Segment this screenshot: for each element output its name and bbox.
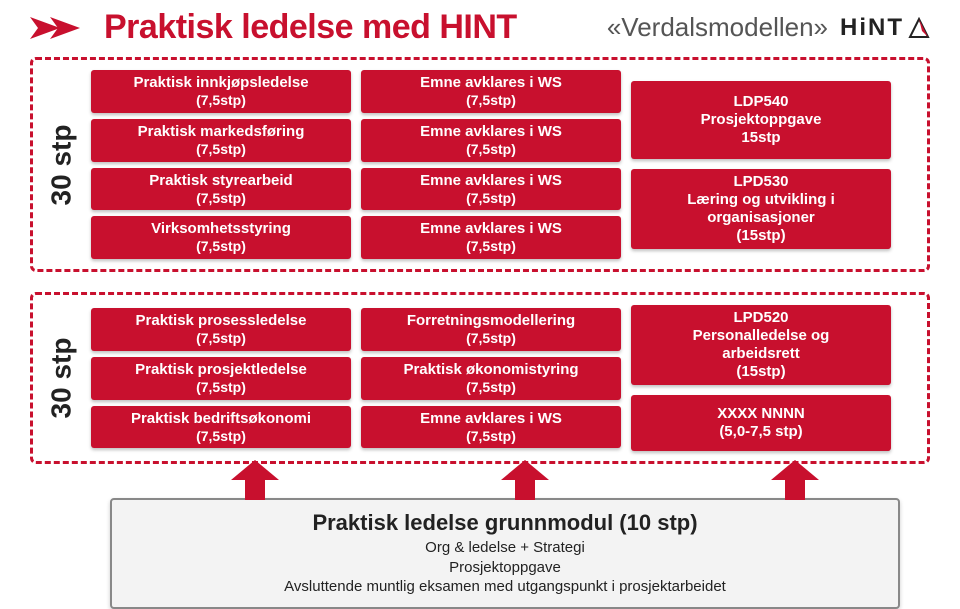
- course-box: XXXX NNNN (5,0-7,5 stp): [631, 395, 891, 451]
- course-box: LDP540 Prosjektoppgave 15stp: [631, 81, 891, 159]
- module-box: Praktisk styrearbeid (7,5stp): [91, 168, 351, 211]
- header-right: «Verdalsmodellen» HiNT: [607, 12, 930, 43]
- ground-line: Org & ledelse + Strategi: [122, 538, 888, 558]
- module-box: Emne avklares i WS (7,5stp): [361, 70, 621, 113]
- row-2-label: 30 stp: [41, 305, 81, 451]
- arrow-up-icon: [765, 460, 825, 500]
- header-left: Praktisk ledelse med HINT: [30, 8, 517, 47]
- module-box: Emne avklares i WS (7,5stp): [361, 216, 621, 259]
- arrow-up-icon: [495, 460, 555, 500]
- triangle-icon: [908, 17, 930, 39]
- chevron-logo-icon: [30, 13, 94, 43]
- arrow-up-icon: [225, 460, 285, 500]
- module-box: Emne avklares i WS (7,5stp): [361, 406, 621, 449]
- header: Praktisk ledelse med HINT «Verdalsmodell…: [0, 0, 960, 51]
- module-box: Virksomhetsstyring (7,5stp): [91, 216, 351, 259]
- ground-line: Prosjektoppgave: [122, 558, 888, 578]
- module-box: Emne avklares i WS (7,5stp): [361, 119, 621, 162]
- module-box: Forretningsmodellering (7,5stp): [361, 308, 621, 351]
- page-subtitle: «Verdalsmodellen»: [607, 12, 828, 43]
- row-1-label: 30 stp: [41, 70, 81, 259]
- hint-logo: HiNT: [840, 14, 930, 42]
- row-1: 30 stp Praktisk innkjøpsledelse (7,5stp)…: [30, 57, 930, 272]
- row-2-col-3: LPD520 Personalledelse og arbeidsrett (1…: [631, 305, 891, 451]
- module-box: Praktisk markedsføring (7,5stp): [91, 119, 351, 162]
- row-1-col-2: Emne avklares i WS (7,5stp) Emne avklare…: [361, 70, 621, 259]
- arrows-row: [120, 460, 930, 500]
- module-box: Praktisk bedriftsøkonomi (7,5stp): [91, 406, 351, 449]
- module-box: Praktisk økonomistyring (7,5stp): [361, 357, 621, 400]
- hint-logo-text: HiNT: [840, 14, 904, 42]
- module-box: Emne avklares i WS (7,5stp): [361, 168, 621, 211]
- ground-title: Praktisk ledelse grunnmodul (10 stp): [122, 510, 888, 536]
- course-box: LPD530 Læring og utvikling i organisasjo…: [631, 169, 891, 249]
- ground-line: Avsluttende muntlig eksamen med utgangsp…: [122, 577, 888, 597]
- row-1-col-1: Praktisk innkjøpsledelse (7,5stp) Prakti…: [91, 70, 351, 259]
- row-2: 30 stp Praktisk prosessledelse (7,5stp) …: [30, 292, 930, 464]
- course-box: LPD520 Personalledelse og arbeidsrett (1…: [631, 305, 891, 385]
- diagram: 30 stp Praktisk innkjøpsledelse (7,5stp)…: [0, 51, 960, 609]
- module-box: Praktisk prosjektledelse (7,5stp): [91, 357, 351, 400]
- module-box: Praktisk innkjøpsledelse (7,5stp): [91, 70, 351, 113]
- page-title: Praktisk ledelse med HINT: [104, 8, 517, 47]
- row-1-col-3: LDP540 Prosjektoppgave 15stp LPD530 Læri…: [631, 70, 891, 259]
- ground-module: Praktisk ledelse grunnmodul (10 stp) Org…: [110, 498, 900, 609]
- row-2-col-1: Praktisk prosessledelse (7,5stp) Praktis…: [91, 305, 351, 451]
- row-2-col-2: Forretningsmodellering (7,5stp) Praktisk…: [361, 305, 621, 451]
- module-box: Praktisk prosessledelse (7,5stp): [91, 308, 351, 351]
